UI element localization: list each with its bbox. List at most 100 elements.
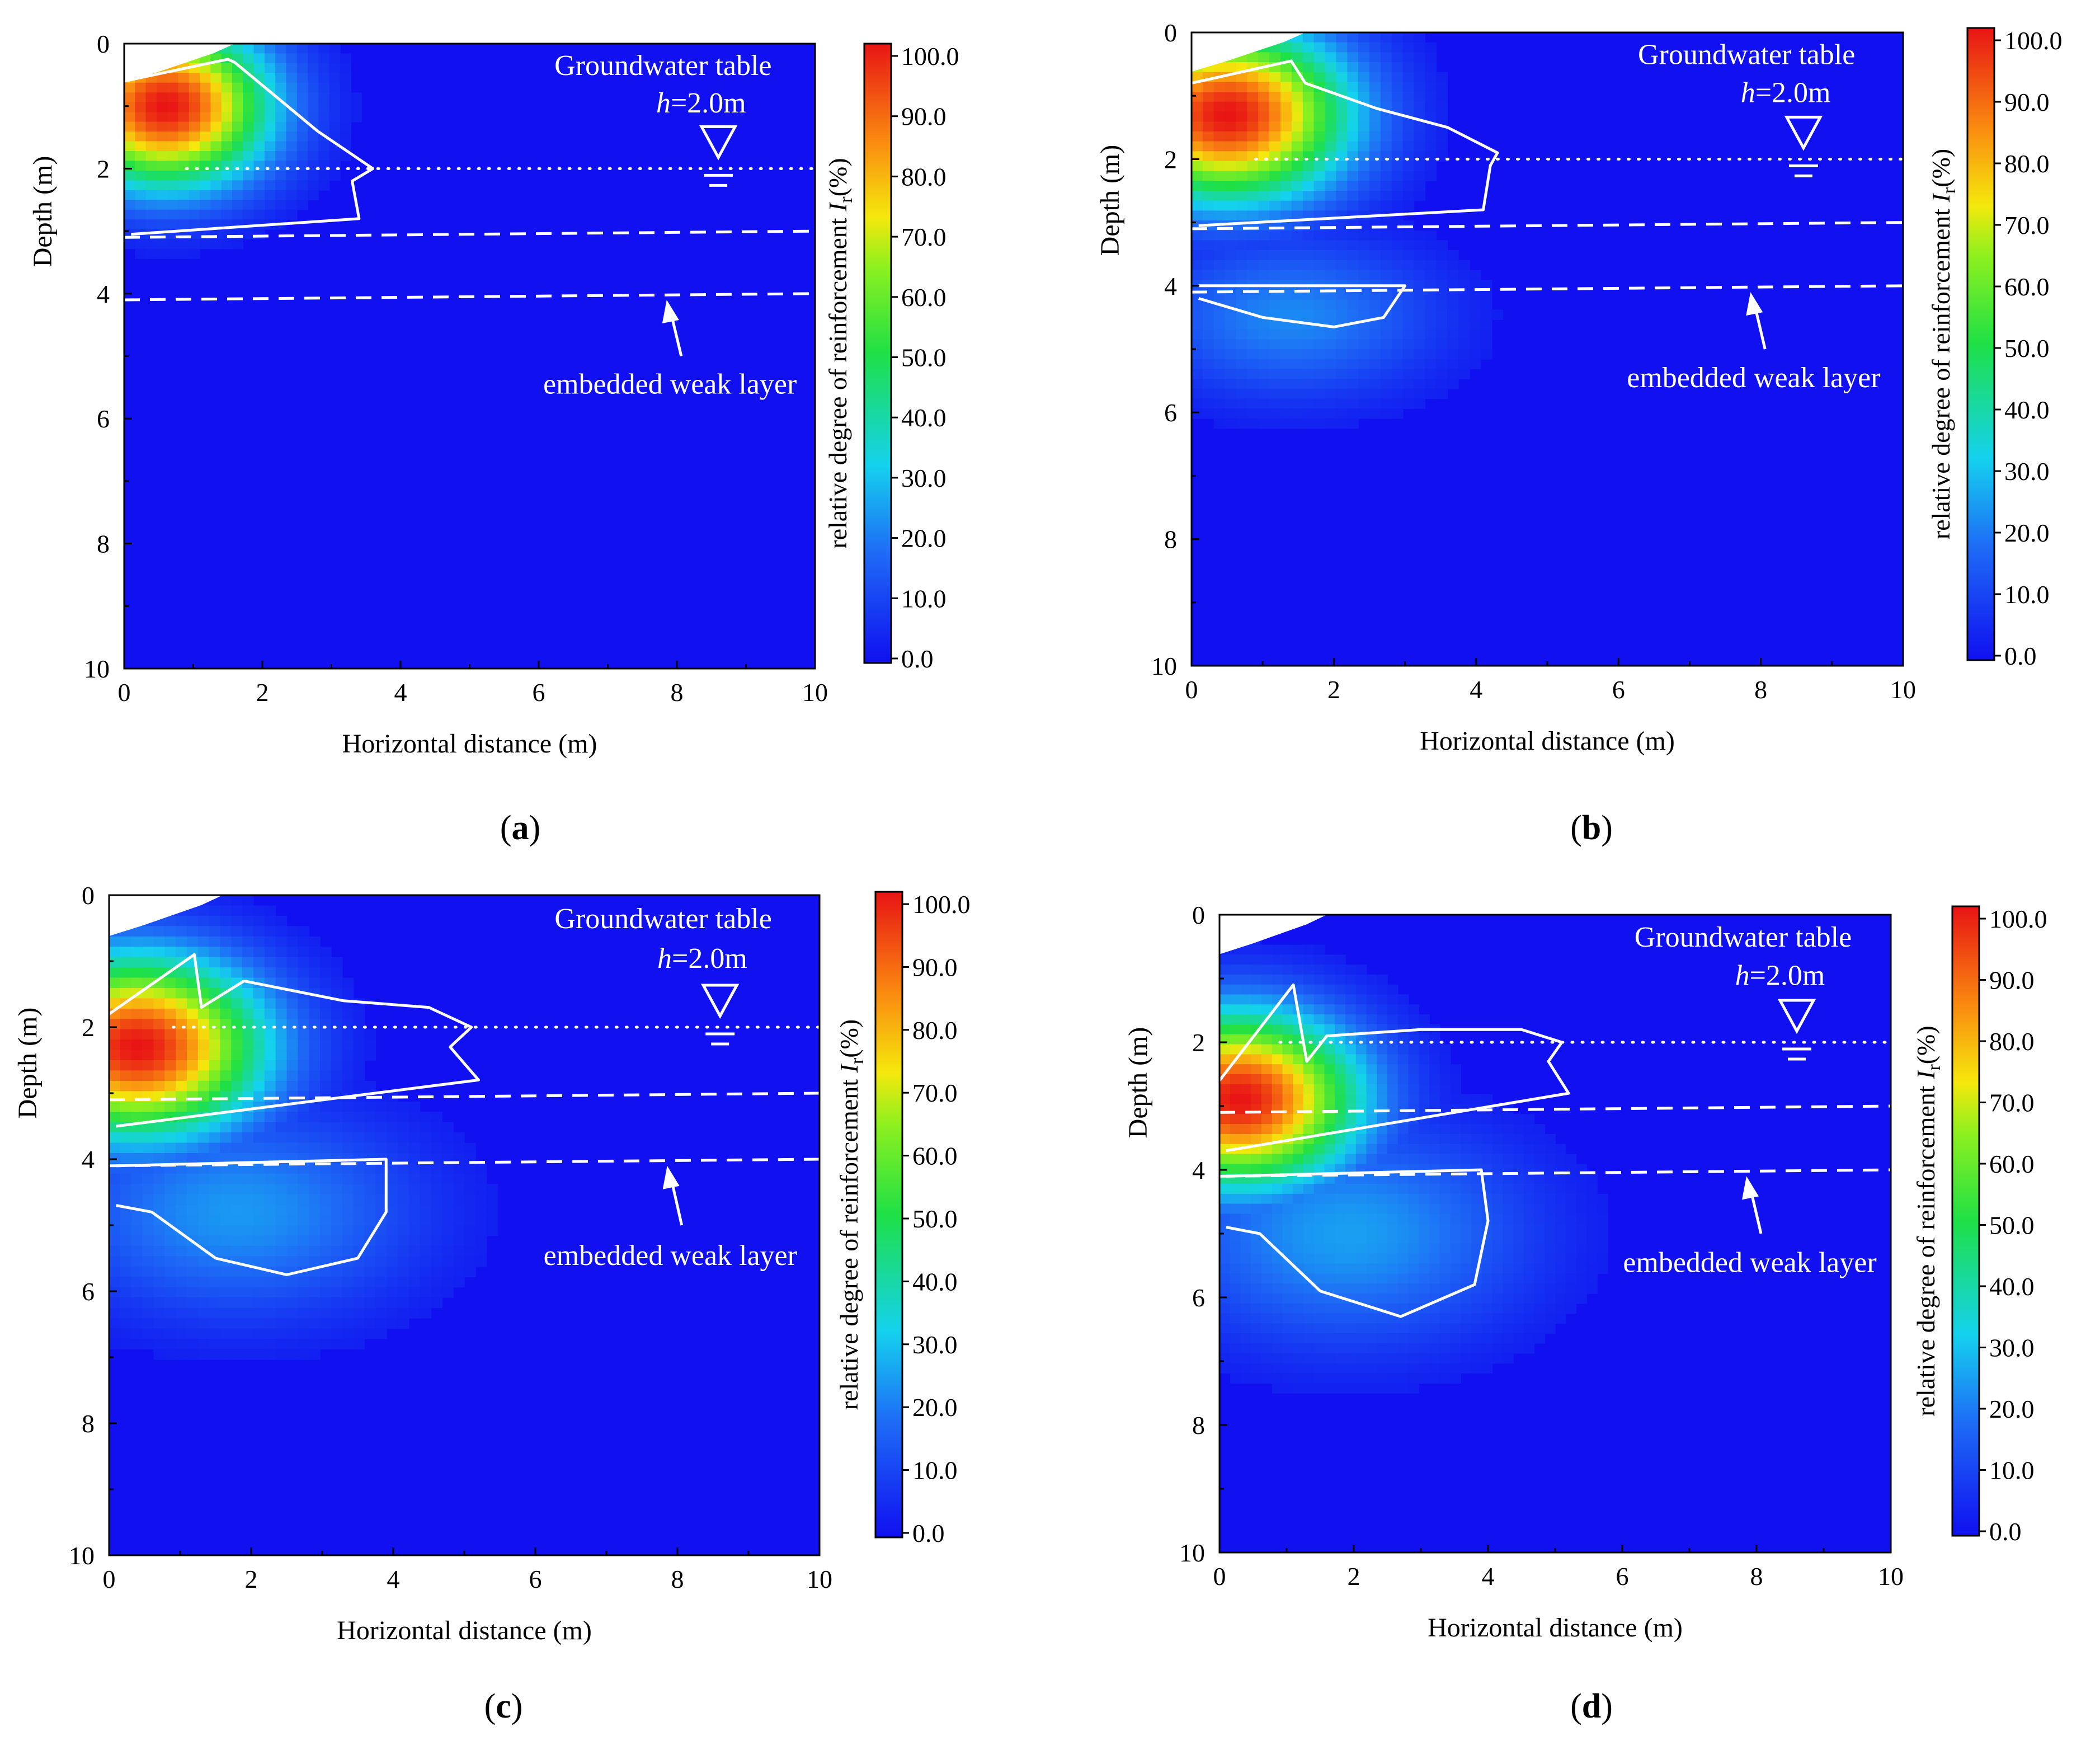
heat-cell (1272, 1193, 1283, 1205)
heat-cell (286, 82, 298, 93)
heat-cell (1240, 994, 1252, 1005)
heat-cell (209, 1277, 221, 1288)
groundwater-title: Groundwater table (1638, 39, 1855, 71)
heat-cell (296, 161, 308, 171)
heat-cell (1425, 329, 1437, 340)
heat-cell (142, 1307, 154, 1319)
heat-cell (1447, 299, 1459, 311)
heat-cell (1471, 1213, 1482, 1224)
heat-cell (131, 1328, 143, 1339)
heat-cell (1269, 418, 1281, 429)
heat-cell (242, 1184, 254, 1195)
heat-cell (253, 957, 265, 968)
heat-cell (1355, 1183, 1367, 1194)
heat-cell (220, 957, 232, 968)
heat-cell (120, 967, 132, 979)
heat-cell (1414, 62, 1426, 73)
heat-cell (286, 1173, 299, 1184)
heat-cell (275, 151, 287, 162)
heat-cell (109, 957, 121, 968)
weak-layer-arrowhead (662, 299, 679, 323)
heat-cell (253, 1163, 265, 1174)
heat-cell (120, 1112, 132, 1123)
heat-cell (156, 170, 168, 181)
heat-cell (1282, 965, 1294, 975)
heat-cell (1230, 1323, 1241, 1334)
colorbar-tick-label: 100.0 (901, 42, 959, 70)
heat-cell (1261, 1303, 1273, 1314)
heat-cell (1387, 1133, 1399, 1145)
y-tick-label: 8 (1164, 525, 1177, 554)
heat-cell (210, 112, 222, 123)
heat-cell (1414, 181, 1426, 191)
heat-cell (1325, 32, 1337, 43)
heat-cell (442, 1173, 454, 1184)
heat-cell (408, 1215, 421, 1226)
panel-caption: (a) (500, 809, 540, 847)
heat-cell (1313, 270, 1326, 280)
heat-cell (1280, 379, 1292, 389)
heat-cell (1534, 1313, 1546, 1324)
heat-cell (1492, 1343, 1504, 1354)
heat-cell (1565, 1243, 1577, 1254)
heat-cell (1303, 1234, 1315, 1244)
heat-cell (1313, 32, 1326, 43)
heat-cell (275, 1328, 288, 1339)
heat-cell (1324, 1074, 1336, 1085)
heat-cell (120, 1101, 132, 1112)
heat-cell (1355, 1343, 1367, 1354)
heat-cell (1335, 1024, 1346, 1035)
heat-cell (1313, 1363, 1325, 1374)
heat-cell (1355, 1383, 1367, 1394)
heat-cell (253, 1019, 265, 1030)
heat-cell (231, 1132, 243, 1144)
heat-cell (1313, 944, 1325, 955)
heat-cell (242, 1152, 254, 1164)
heat-cell (1471, 1154, 1482, 1165)
heat-cell (1355, 1213, 1367, 1224)
heat-cell (1480, 349, 1492, 360)
heat-cell (109, 1297, 121, 1309)
heat-cell (1414, 161, 1426, 172)
heat-cell (1439, 1313, 1451, 1324)
heat-cell (1219, 1203, 1231, 1215)
heat-cell (1377, 1234, 1388, 1244)
heat-cell (342, 1060, 354, 1071)
heat-cell (364, 1245, 376, 1257)
heat-cell (1213, 230, 1226, 241)
heat-cell (286, 1050, 299, 1061)
heat-cell (209, 926, 221, 937)
heat-cell (131, 1256, 143, 1267)
heat-cell (1523, 1193, 1535, 1205)
heat-cell (197, 915, 210, 927)
heat-cell (1324, 1054, 1336, 1065)
heat-cell (242, 1142, 254, 1154)
heat-cell (231, 1338, 243, 1349)
heat-cell (189, 121, 200, 132)
colorbar-tick-label: 40.0 (912, 1267, 958, 1296)
heat-cell (364, 1080, 376, 1092)
heat-cell (1481, 1263, 1493, 1274)
heat-cell (309, 1338, 321, 1349)
heat-cell (1313, 965, 1325, 975)
heat-cell (1513, 1263, 1524, 1274)
heat-cell (1302, 359, 1315, 370)
heat-cell (1429, 1203, 1440, 1215)
heat-cell (1225, 151, 1237, 162)
heat-cell (1366, 1383, 1378, 1394)
heat-cell (1358, 92, 1370, 102)
heat-cell (1247, 181, 1259, 191)
heat-cell (298, 1205, 309, 1216)
y-tick-label: 2 (1192, 1028, 1205, 1057)
heat-cell (1555, 1253, 1566, 1264)
heat-cell (353, 1277, 365, 1288)
heat-cell (1545, 1303, 1556, 1314)
heat-cell (1586, 1253, 1598, 1264)
colorbar-tick-label: 100.0 (1989, 905, 2047, 933)
colorbar-tick-label: 70.0 (901, 223, 947, 251)
heat-cell (253, 1277, 265, 1288)
heat-cell (253, 1318, 265, 1329)
heat-cell (1369, 151, 1381, 162)
heat-cell (1408, 1084, 1420, 1095)
heat-cell (1492, 1353, 1504, 1364)
